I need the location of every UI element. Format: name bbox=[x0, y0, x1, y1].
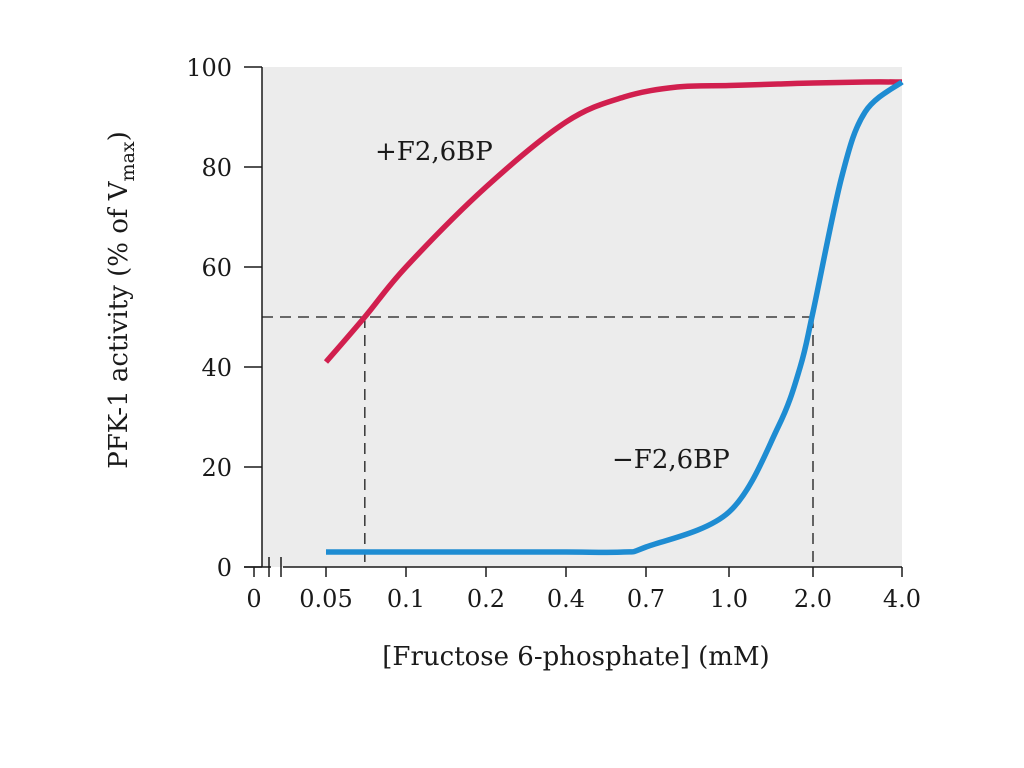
y-tick-label: 40 bbox=[201, 354, 232, 382]
x-tick-label: 0 bbox=[246, 585, 261, 613]
series-label-minus-f26bp: −F2,6BP bbox=[612, 445, 730, 475]
y-axis-title: PFK-1 activity (% of Vmax) bbox=[104, 131, 139, 469]
labels-layer: [Fructose 6-phosphate] (mM) PFK-1 activit… bbox=[104, 131, 770, 672]
x-tick-label: 0.4 bbox=[547, 585, 585, 613]
x-tick-label: 4.0 bbox=[883, 585, 921, 613]
series-layer bbox=[323, 79, 904, 556]
x-tick-label: 1.0 bbox=[710, 585, 748, 613]
series-line-minus-f26bp bbox=[326, 79, 904, 556]
x-tick-label: 0.7 bbox=[627, 585, 665, 613]
y-tick-label: 0 bbox=[217, 554, 232, 582]
axes: 0 20 40 60 80 100 0 0.05 0.1 0.2 0.4 0.7 1.0 2.0 4.0 bbox=[186, 54, 921, 613]
y-tick-label: 100 bbox=[186, 54, 232, 82]
y-tick-label: 80 bbox=[201, 154, 232, 182]
y-tick-label: 20 bbox=[201, 454, 232, 482]
reference-lines bbox=[262, 316, 814, 567]
series-label-plus-f26bp: +F2,6BP bbox=[375, 137, 493, 167]
x-axis-title: [Fructose 6-phosphate] (mM) bbox=[382, 642, 769, 672]
x-tick-label: 2.0 bbox=[794, 585, 832, 613]
y-tick-label: 60 bbox=[201, 254, 232, 282]
x-tick-label: 0.1 bbox=[387, 585, 425, 613]
plot-background bbox=[262, 67, 902, 567]
series-line-plus-f26bp bbox=[323, 79, 903, 364]
x-tick-label: 0.2 bbox=[467, 585, 505, 613]
x-tick-label: 0.05 bbox=[299, 585, 352, 613]
